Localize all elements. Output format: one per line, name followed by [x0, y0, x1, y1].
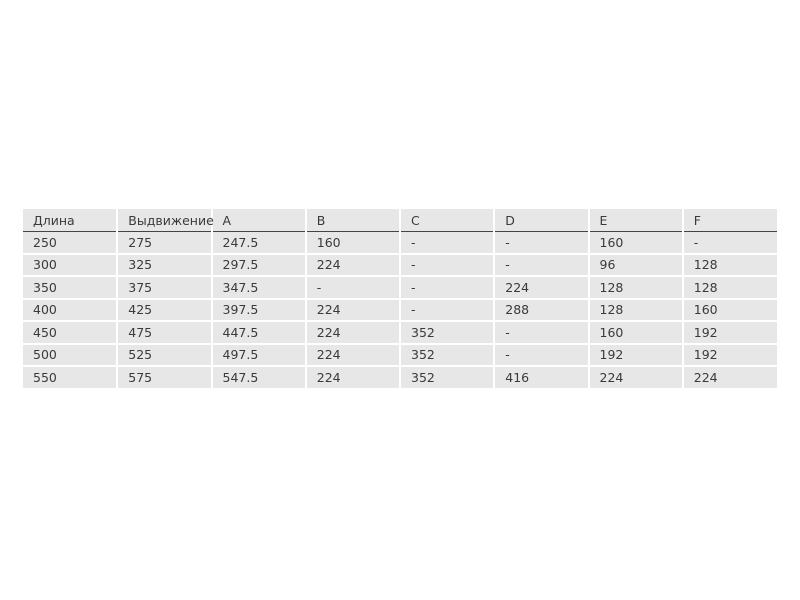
table-cell: 160 [305, 231, 402, 255]
table-cell: - [494, 253, 590, 277]
table-cell: 325 [117, 253, 213, 277]
table-cell: 160 [682, 298, 777, 322]
table-cell: 352 [400, 343, 496, 367]
table-cell: 224 [494, 276, 590, 300]
table-row: 350 375 347.5- -224 128 128 [23, 276, 777, 300]
table-cell: 224 [305, 321, 402, 345]
column-header: B [305, 209, 402, 232]
table-row: 550 575 547.5 224 352 416 224 224 [23, 366, 777, 390]
table-cell: 300 [23, 253, 119, 277]
table-cell: 347.5 [211, 276, 307, 300]
header-row: Длина Выдвижение A B C D E F [23, 209, 777, 232]
table-cell: 160 [588, 321, 684, 345]
table-cell: 416 [494, 366, 590, 390]
table-cell: 425 [117, 298, 213, 322]
table-row: 450 475 447.5 224 352-160 192 [23, 321, 777, 345]
table-cell: 224 [305, 343, 402, 367]
table-cell: - [494, 321, 590, 345]
table-cell: 547.5 [211, 366, 307, 390]
table-cell: 575 [117, 366, 213, 390]
table-cell: - [682, 231, 777, 255]
table-cell: 500 [23, 343, 119, 367]
table-cell: 224 [305, 298, 402, 322]
table-cell: 352 [400, 366, 496, 390]
table-cell: 297.5 [211, 253, 307, 277]
column-header: D [494, 209, 590, 232]
table-cell: 224 [305, 253, 402, 277]
table-cell: - [305, 276, 402, 300]
table-cell: 128 [682, 276, 777, 300]
table-cell: - [400, 298, 496, 322]
table-cell: 128 [588, 298, 684, 322]
table-cell: 224 [588, 366, 684, 390]
table-cell: 350 [23, 276, 119, 300]
table-cell: 475 [117, 321, 213, 345]
table-cell: 447.5 [211, 321, 307, 345]
table-cell: 96 [588, 253, 684, 277]
column-header: A [211, 209, 307, 232]
table-cell: 224 [305, 366, 402, 390]
table-cell: 192 [588, 343, 684, 367]
table-cell: 352 [400, 321, 496, 345]
column-header: Выдвижение [117, 209, 214, 232]
table-cell: 497.5 [211, 343, 307, 367]
table-cell: - [400, 276, 496, 300]
table-cell: 224 [682, 366, 777, 390]
table-cell: 192 [682, 321, 777, 345]
table-cell: 525 [117, 343, 213, 367]
table-cell: 450 [23, 321, 119, 345]
table-row: 300 325 297.5 224- -96 128 [23, 253, 777, 277]
table-cell: - [400, 253, 496, 277]
table-cell: 400 [23, 298, 119, 322]
table-cell: 160 [588, 231, 684, 255]
table-cell: 275 [117, 231, 213, 255]
table-cell: 128 [682, 253, 777, 277]
table-cell: - [400, 231, 496, 255]
table-row: 250 275 247.5 160- -160- [23, 231, 777, 255]
table-cell: 250 [23, 231, 119, 255]
table-cell: 192 [682, 343, 777, 367]
table-cell: - [494, 343, 590, 367]
column-header: C [400, 209, 496, 232]
table-cell: 247.5 [211, 231, 307, 255]
table-cell: - [494, 231, 590, 255]
table-cell: 288 [494, 298, 590, 322]
table-cell: 550 [23, 366, 119, 390]
dimensions-table: Длина Выдвижение A B C D E F 250 275 247.5 160- -16… [23, 209, 777, 390]
table-cell: 128 [588, 276, 684, 300]
column-header: F [682, 209, 777, 232]
table-cell: 397.5 [211, 298, 307, 322]
table-row: 500 525 497.5 224 352-192 192 [23, 343, 777, 367]
table-row: 400 425 397.5 224-288 128 160 [23, 298, 777, 322]
column-header: Длина [23, 209, 119, 232]
table-cell: 375 [117, 276, 213, 300]
column-header: E [588, 209, 684, 232]
